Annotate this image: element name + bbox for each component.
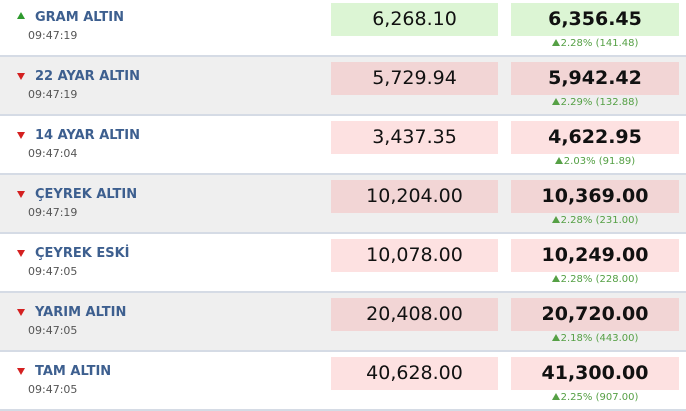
buy-price: 3,437.35	[331, 121, 498, 154]
change: 2.28% (141.48)	[511, 38, 679, 49]
change-icon	[551, 334, 560, 341]
buy-price: 5,729.94	[331, 62, 498, 95]
trend-arrow	[17, 191, 25, 198]
price-row: 22 AYAR ALTIN 09:47:19 5,729.94 5,942.42 2.2…	[0, 57, 686, 116]
change: 2.28% (231.00)	[511, 215, 679, 226]
sell-price: 41,300.00	[511, 357, 679, 390]
change-icon	[551, 275, 560, 282]
price-row: YARIM ALTIN 09:47:05 20,408.00 20,720.00 2.1…	[0, 293, 686, 352]
update-time: 09:47:19	[28, 206, 78, 219]
change-value: (228.00)	[595, 274, 639, 285]
sell-price: 5,942.42	[511, 62, 679, 95]
change-percent: 2.18%	[560, 333, 593, 344]
change-value: (141.48)	[595, 38, 639, 49]
trend-arrow	[17, 250, 25, 257]
trend-arrow	[17, 309, 25, 316]
item-name: GRAM ALTIN	[35, 10, 124, 25]
change: 2.03% (91.89)	[511, 156, 679, 167]
trend-arrow	[17, 73, 25, 80]
change: 2.29% (132.88)	[511, 97, 679, 108]
trend-arrow	[17, 132, 25, 139]
buy-price: 40,628.00	[331, 357, 498, 390]
change: 2.18% (443.00)	[511, 333, 679, 344]
change-icon	[551, 216, 560, 223]
price-row: ÇEYREK ESKİ 09:47:05 10,078.00 10,249.00 2.2…	[0, 234, 686, 293]
item-name: YARIM ALTIN	[35, 305, 127, 320]
change-value: (231.00)	[595, 215, 639, 226]
update-time: 09:47:04	[28, 147, 78, 160]
item-name: ÇEYREK ESKİ	[35, 246, 130, 261]
change-percent: 2.28%	[560, 215, 593, 226]
update-time: 09:47:19	[28, 29, 78, 42]
item-name: 14 AYAR ALTIN	[35, 128, 140, 143]
update-time: 09:47:19	[28, 88, 78, 101]
change-value: (907.00)	[595, 392, 639, 403]
item-name: TAM ALTIN	[35, 364, 112, 379]
item-name: ÇEYREK ALTIN	[35, 187, 138, 202]
change-percent: 2.03%	[563, 156, 596, 167]
change-percent: 2.29%	[560, 97, 593, 108]
buy-price: 6,268.10	[331, 3, 498, 36]
change: 2.25% (907.00)	[511, 392, 679, 403]
change-percent: 2.28%	[560, 38, 593, 49]
item-name: 22 AYAR ALTIN	[35, 69, 140, 84]
price-row: TAM ALTIN 09:47:05 40,628.00 41,300.00 2.25%…	[0, 352, 686, 411]
price-row: GRAM ALTIN 09:47:19 6,268.10 6,356.45 2.28% …	[0, 0, 686, 57]
change-icon	[551, 393, 560, 400]
change-value: (443.00)	[595, 333, 639, 344]
update-time: 09:47:05	[28, 265, 78, 278]
change-icon	[551, 39, 560, 46]
price-row: 14 AYAR ALTIN 09:47:04 3,437.35 4,622.95 2.0…	[0, 116, 686, 175]
change-value: (91.89)	[598, 156, 636, 167]
update-time: 09:47:05	[28, 324, 78, 337]
price-row: ÇEYREK ALTIN 09:47:19 10,204.00 10,369.00 2.…	[0, 175, 686, 234]
trend-arrow	[17, 368, 25, 375]
sell-price: 4,622.95	[511, 121, 679, 154]
buy-price: 20,408.00	[331, 298, 498, 331]
change-icon	[551, 98, 560, 105]
sell-price: 20,720.00	[511, 298, 679, 331]
update-time: 09:47:05	[28, 383, 78, 396]
change-percent: 2.25%	[560, 392, 593, 403]
change-percent: 2.28%	[560, 274, 593, 285]
change-value: (132.88)	[595, 97, 639, 108]
change-icon	[554, 157, 563, 164]
sell-price: 6,356.45	[511, 3, 679, 36]
change: 2.28% (228.00)	[511, 274, 679, 285]
sell-price: 10,369.00	[511, 180, 679, 213]
trend-arrow	[17, 12, 25, 19]
sell-price: 10,249.00	[511, 239, 679, 272]
buy-price: 10,204.00	[331, 180, 498, 213]
buy-price: 10,078.00	[331, 239, 498, 272]
